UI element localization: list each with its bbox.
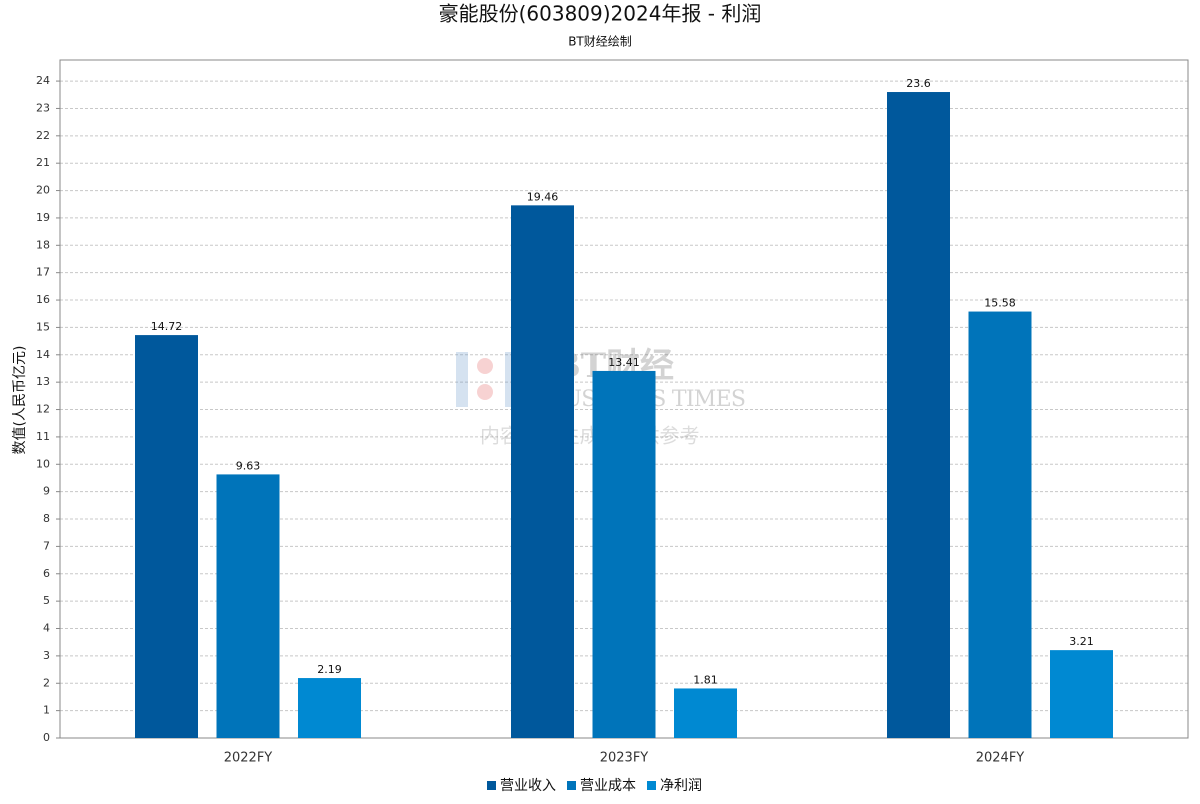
y-tick-label: 19	[36, 211, 50, 224]
bar	[216, 474, 280, 738]
y-tick-label: 8	[43, 512, 50, 525]
value-label: 3.21	[1069, 635, 1094, 648]
y-tick-label: 4	[43, 622, 50, 635]
y-tick-label: 9	[43, 485, 50, 498]
y-tick-label: 24	[36, 74, 50, 87]
x-tick-label: 2022FY	[224, 751, 273, 766]
legend-swatch	[567, 781, 576, 790]
y-tick-label: 20	[36, 184, 50, 197]
value-label: 23.6	[906, 77, 931, 90]
y-tick-label: 11	[36, 430, 50, 443]
y-tick-label: 2	[43, 676, 50, 689]
bar	[135, 335, 198, 738]
watermark-logo	[456, 352, 468, 407]
x-tick-label: 2023FY	[600, 751, 649, 766]
legend-swatch	[487, 781, 496, 790]
value-label: 9.63	[236, 459, 261, 472]
y-axis-label: 数值(人民币亿元)	[12, 346, 28, 455]
y-tick-label: 18	[36, 238, 50, 251]
y-tick-label: 22	[36, 129, 50, 142]
y-tick-label: 17	[36, 266, 50, 279]
x-tick-label: 2024FY	[976, 751, 1025, 766]
bar	[298, 678, 361, 738]
y-tick-label: 6	[43, 567, 50, 580]
value-label: 19.46	[527, 190, 559, 203]
watermark-logo	[477, 358, 493, 374]
y-tick-label: 23	[36, 101, 50, 114]
legend-label: 营业成本	[580, 778, 636, 794]
value-label: 13.41	[608, 356, 640, 369]
bar	[887, 92, 950, 739]
y-tick-label: 1	[43, 704, 50, 717]
watermark-logo	[477, 384, 493, 400]
y-tick-label: 16	[36, 293, 50, 306]
y-tick-label: 12	[36, 403, 50, 416]
chart-title: 豪能股份(603809)2024年报 - 利润	[439, 2, 762, 26]
value-label: 15.58	[984, 297, 1016, 310]
bar	[592, 370, 656, 738]
bar	[674, 688, 737, 738]
legend-swatch	[647, 781, 656, 790]
y-tick-label: 21	[36, 156, 50, 169]
y-tick-label: 3	[43, 649, 50, 662]
bar	[1050, 650, 1113, 738]
y-tick-label: 7	[43, 539, 50, 552]
legend-label: 营业收入	[500, 778, 556, 794]
bar	[968, 311, 1032, 738]
bar	[511, 205, 574, 739]
y-tick-label: 14	[36, 348, 50, 361]
value-label: 1.81	[693, 673, 718, 686]
value-label: 14.72	[151, 320, 183, 333]
y-tick-label: 13	[36, 375, 50, 388]
y-tick-label: 5	[43, 594, 50, 607]
value-label: 2.19	[317, 663, 342, 676]
y-tick-label: 15	[36, 320, 50, 333]
chart-subtitle: BT财经绘制	[568, 34, 632, 49]
y-tick-label: 0	[43, 731, 50, 744]
legend-label: 净利润	[660, 778, 702, 794]
y-tick-label: 10	[36, 457, 50, 470]
